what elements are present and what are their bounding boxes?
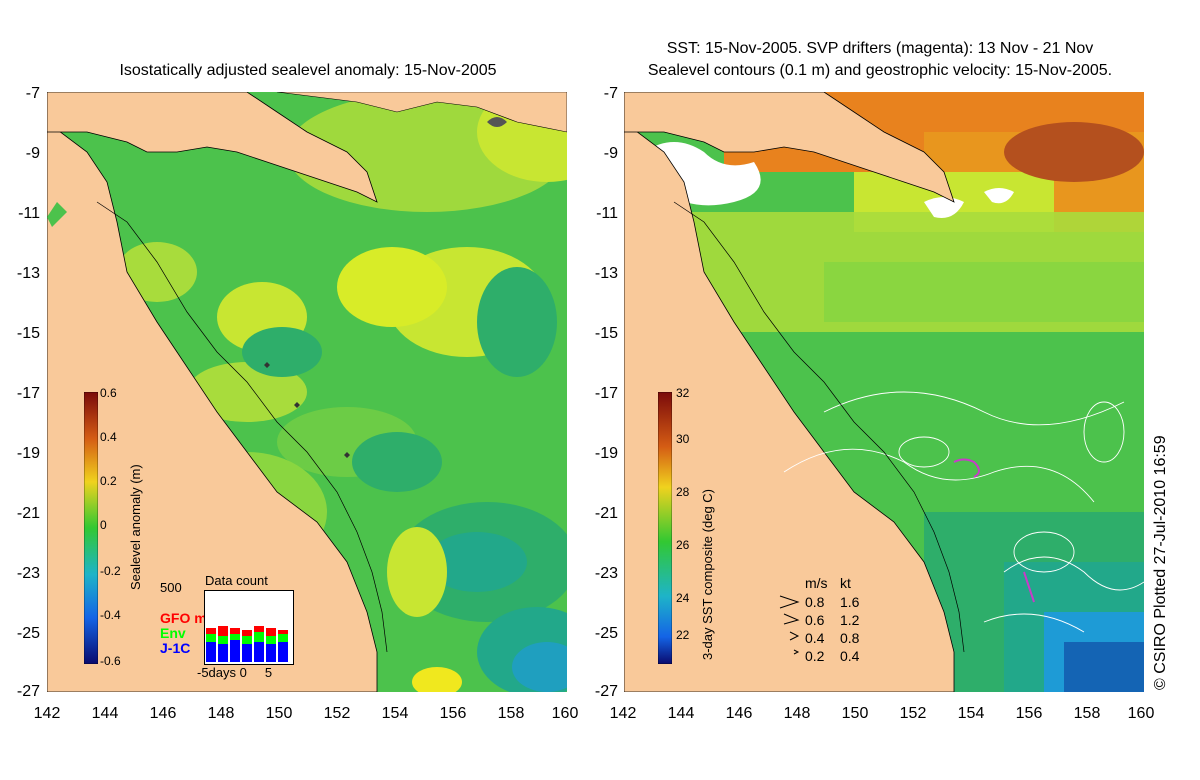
y-tick-label: -13 — [594, 265, 618, 282]
sst-colorbar-tick: 28 — [676, 485, 690, 499]
x-tick-label: 158 — [497, 705, 525, 722]
speed-legend-ms: 0.6 — [805, 612, 825, 628]
y-tick-label: -15 — [16, 325, 40, 342]
sealevel-colorbar — [84, 392, 98, 664]
sst-colorbar-tick: 26 — [676, 538, 690, 552]
sealevel-colorbar-title: Sealevel anomaly (m) — [128, 464, 143, 590]
y-tick-label: -27 — [16, 683, 40, 700]
x-tick-label: 152 — [323, 705, 351, 722]
x-tick-label: 156 — [1015, 705, 1043, 722]
x-tick-label: 144 — [667, 705, 695, 722]
speed-legend-arrows — [779, 595, 800, 655]
sst-colorbar-tick: 22 — [676, 628, 690, 642]
y-tick-label: -19 — [594, 445, 618, 462]
speed-legend-kt: 0.8 — [840, 630, 860, 646]
data-count-max: 500 — [160, 580, 182, 595]
speed-legend-ms: 0.4 — [805, 630, 825, 646]
y-tick-label: -13 — [16, 265, 40, 282]
x-tick-label: 146 — [149, 705, 177, 722]
y-tick-label: -9 — [603, 145, 618, 162]
x-tick-label: 148 — [207, 705, 235, 722]
x-tick-label: 142 — [609, 705, 637, 722]
x-tick-label: 150 — [265, 705, 293, 722]
sst-colorbar-title: 3-day SST composite (deg C) — [700, 489, 715, 660]
y-tick-label: -23 — [16, 565, 40, 582]
speed-legend-header-kt: kt — [840, 575, 851, 591]
speed-legend-ms: 0.2 — [805, 648, 825, 664]
speed-legend-kt: 1.2 — [840, 612, 860, 628]
sealevel-colorbar-tick: 0 — [100, 518, 107, 532]
x-tick-label: 154 — [957, 705, 985, 722]
sst-colorbar-tick: 32 — [676, 386, 690, 400]
x-tick-label: 156 — [439, 705, 467, 722]
csiro-stamp: © CSIRO Plotted 27-Jul-2010 16:59 — [1152, 435, 1169, 690]
y-tick-label: -21 — [16, 505, 40, 522]
sealevel-colorbar-tick: 0.2 — [100, 474, 117, 488]
x-tick-label: 158 — [1073, 705, 1101, 722]
sst-colorbar-tick: 24 — [676, 591, 690, 605]
sealevel-colorbar-tick: 0.4 — [100, 430, 117, 444]
data-count-x-axis: -5days 0 5 — [197, 665, 273, 680]
y-tick-label: -25 — [16, 625, 40, 642]
data-count-bars — [204, 590, 294, 665]
right-map-title-line2: Sealevel contours (0.1 m) and geostrophi… — [647, 62, 1113, 79]
y-tick-label: -27 — [594, 683, 618, 700]
sealevel-colorbar-tick: -0.6 — [100, 654, 121, 668]
y-tick-label: -7 — [25, 85, 40, 102]
y-tick-label: -15 — [594, 325, 618, 342]
sst-map — [624, 92, 1144, 692]
y-tick-label: -11 — [596, 205, 618, 222]
x-tick-label: 150 — [841, 705, 869, 722]
x-tick-label: 154 — [381, 705, 409, 722]
sst-colorbar — [658, 392, 672, 664]
y-tick-label: -9 — [25, 145, 40, 162]
x-tick-label: 160 — [1127, 705, 1155, 722]
y-tick-label: -19 — [16, 445, 40, 462]
x-tick-label: 146 — [725, 705, 753, 722]
x-tick-label: 160 — [551, 705, 579, 722]
sealevel-anomaly-map — [47, 92, 567, 692]
y-tick-label: -23 — [594, 565, 618, 582]
x-tick-label: 148 — [783, 705, 811, 722]
sst-map-graphic — [624, 92, 1144, 692]
x-tick-label: 142 — [33, 705, 61, 722]
x-tick-label: 152 — [899, 705, 927, 722]
speed-legend-kt: 1.6 — [840, 594, 860, 610]
data-count-title: Data count — [205, 573, 268, 588]
y-tick-label: -17 — [16, 385, 40, 402]
sst-colorbar-tick: 30 — [676, 432, 690, 446]
legend-j1c: J-1C — [160, 640, 191, 656]
sealevel-colorbar-tick: 0.6 — [100, 386, 117, 400]
y-tick-label: -25 — [594, 625, 618, 642]
sealevel-colorbar-tick: -0.2 — [100, 564, 121, 578]
left-map-title: Isostatically adjusted sealevel anomaly:… — [119, 62, 497, 79]
x-tick-label: 144 — [91, 705, 119, 722]
y-tick-label: -17 — [594, 385, 618, 402]
sealevel-anomaly-map-graphic — [47, 92, 567, 692]
right-map-title-line1: SST: 15-Nov-2005. SVP drifters (magenta)… — [666, 40, 1094, 57]
sealevel-colorbar-tick: -0.4 — [100, 608, 121, 622]
y-tick-label: -7 — [603, 85, 618, 102]
speed-legend-kt: 0.4 — [840, 648, 860, 664]
y-tick-label: -21 — [594, 505, 618, 522]
speed-legend-header-ms: m/s — [805, 575, 828, 591]
y-tick-label: -11 — [18, 205, 40, 222]
legend-env: Env — [160, 625, 186, 641]
speed-legend-ms: 0.8 — [805, 594, 825, 610]
